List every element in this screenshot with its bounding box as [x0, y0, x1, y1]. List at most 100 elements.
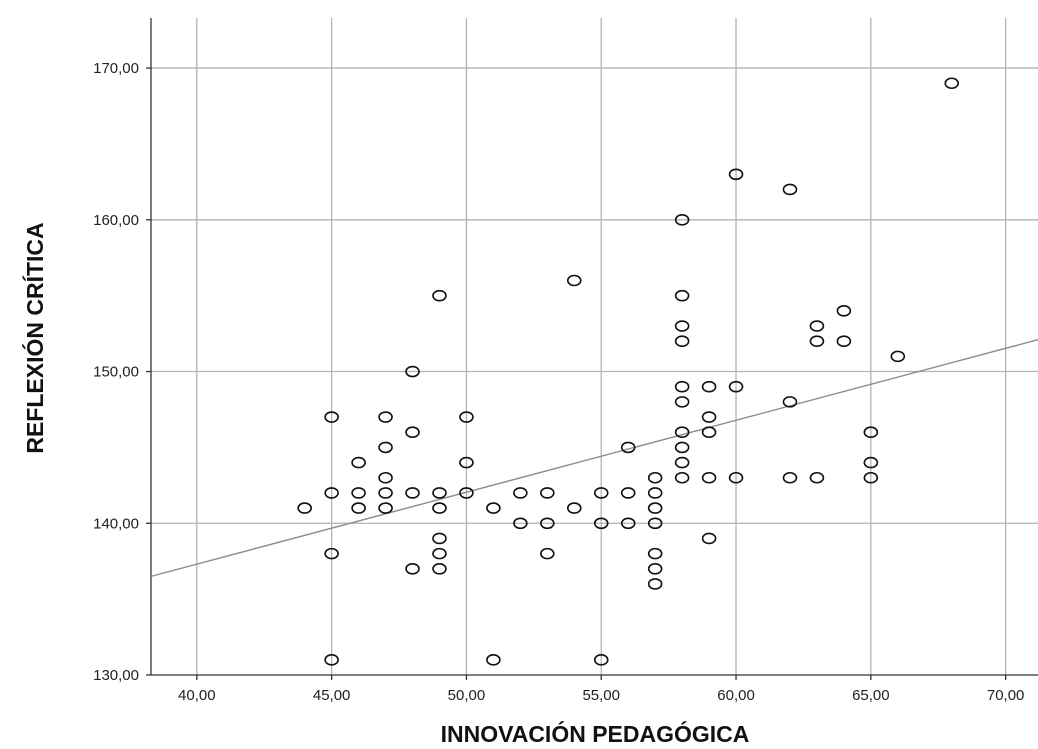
- data-point: [324, 487, 339, 499]
- data-point: [513, 517, 528, 530]
- data-point: [378, 502, 393, 514]
- data-point: [836, 305, 852, 317]
- data-point: [674, 335, 690, 347]
- data-point: [701, 380, 717, 393]
- y-axis-title: REFLEXIÓN CRÍTICA: [21, 222, 48, 453]
- data-point: [593, 517, 609, 530]
- data-point: [701, 411, 717, 423]
- data-point: [782, 183, 798, 196]
- data-point: [674, 320, 690, 332]
- data-point: [566, 502, 582, 514]
- data-point: [701, 426, 717, 439]
- data-point: [566, 274, 582, 287]
- axes: [150, 18, 1038, 676]
- data-point: [674, 380, 690, 393]
- data-point: [432, 502, 447, 514]
- y-tick-label: 140,00: [93, 515, 139, 532]
- data-point: [351, 456, 366, 469]
- data-point: [324, 411, 339, 423]
- data-point: [378, 471, 393, 484]
- data-point: [513, 487, 528, 499]
- data-point: [540, 517, 555, 530]
- x-tick-label: 45,00: [313, 687, 351, 704]
- data-point: [620, 517, 636, 530]
- data-point: [620, 487, 636, 499]
- data-point: [647, 487, 663, 499]
- data-point: [593, 654, 609, 666]
- data-point: [647, 578, 663, 590]
- data-point: [647, 471, 663, 484]
- data-point: [863, 426, 879, 439]
- data-point: [674, 441, 690, 454]
- data-point: [378, 441, 393, 454]
- data-point: [405, 365, 420, 378]
- data-point: [674, 426, 690, 439]
- data-point: [674, 214, 690, 226]
- data-point: [432, 562, 447, 575]
- data-point: [378, 487, 393, 499]
- data-point: [459, 456, 474, 469]
- x-tick-labels: 40,00 45,00 50,00 55,00 60,00 65,00 70,00: [178, 675, 1024, 704]
- data-point: [647, 502, 663, 514]
- data-point: [297, 502, 312, 514]
- data-point: [593, 487, 609, 499]
- data-point: [647, 547, 663, 560]
- data-point: [809, 335, 825, 347]
- data-point: [432, 532, 447, 545]
- y-tick-labels: 130,00 140,00 150,00 160,00 170,00: [93, 60, 151, 684]
- fit-line-group: [150, 338, 1038, 578]
- x-tick-label: 65,00: [852, 687, 890, 704]
- data-point: [540, 547, 555, 560]
- data-point: [674, 456, 690, 469]
- data-point: [647, 562, 663, 575]
- data-point: [459, 411, 474, 423]
- data-point: [351, 502, 366, 514]
- y-tick-label: 170,00: [93, 60, 139, 77]
- data-point: [486, 654, 501, 666]
- data-point: [432, 487, 447, 499]
- data-point: [701, 532, 717, 545]
- data-point: [782, 396, 798, 408]
- data-point: [324, 654, 339, 666]
- data-point: [701, 471, 717, 484]
- y-tick-label: 150,00: [93, 364, 139, 381]
- data-point: [944, 77, 960, 90]
- y-tick-label: 160,00: [93, 212, 139, 229]
- data-point: [351, 487, 366, 499]
- y-tick-label: 130,00: [93, 667, 139, 684]
- data-point: [432, 547, 447, 560]
- data-point: [620, 441, 636, 454]
- data-point: [486, 502, 501, 514]
- x-tick-label: 70,00: [987, 687, 1025, 704]
- data-point: [540, 487, 555, 499]
- fit-line: [150, 338, 1038, 578]
- x-tick-label: 55,00: [582, 687, 620, 704]
- data-point: [324, 547, 339, 560]
- data-point: [674, 471, 690, 484]
- data-point: [809, 320, 825, 332]
- data-point: [809, 471, 825, 484]
- x-axis-title: INNOVACIÓN PEDAGÓGICA: [441, 720, 750, 747]
- data-point: [863, 456, 879, 469]
- grid: [151, 18, 1038, 675]
- data-point: [405, 562, 420, 575]
- data-point: [674, 289, 690, 302]
- data-point: [378, 411, 393, 423]
- data-point: [863, 471, 879, 484]
- data-point: [728, 380, 744, 393]
- x-tick-label: 50,00: [448, 687, 486, 704]
- data-point: [890, 350, 906, 363]
- data-point: [405, 426, 420, 439]
- x-tick-label: 60,00: [717, 687, 755, 704]
- data-point: [647, 517, 663, 530]
- data-point: [836, 335, 852, 347]
- x-tick-label: 40,00: [178, 687, 216, 704]
- data-points: [297, 77, 960, 666]
- data-point: [728, 471, 744, 484]
- data-point: [432, 289, 447, 302]
- data-point: [782, 471, 798, 484]
- data-point: [674, 396, 690, 408]
- data-point: [728, 168, 744, 181]
- data-point: [405, 487, 420, 499]
